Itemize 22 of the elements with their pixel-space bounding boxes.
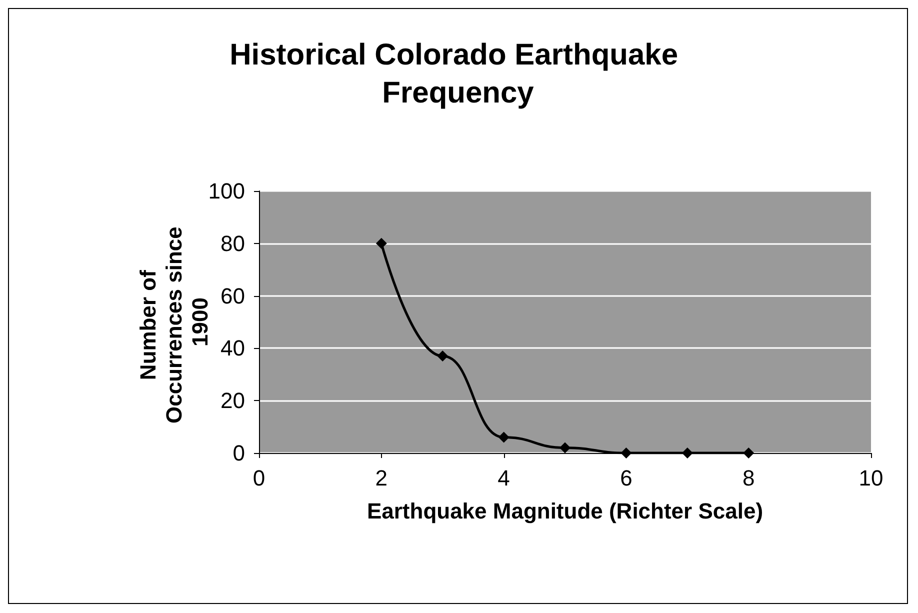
y-tick-label: 20 [220, 388, 245, 414]
x-tick-label: 6 [620, 466, 632, 490]
point [560, 442, 570, 454]
point [376, 238, 387, 249]
y-axis-title: Number of Occurrences since 1900 [136, 220, 212, 424]
x-tick-label: 2 [375, 466, 388, 490]
x-tick-label: 10 [858, 466, 884, 490]
y-tick-label: 40 [220, 336, 245, 361]
chart-title: Historical Colorado Earthquake Frequency [230, 38, 686, 110]
point [498, 432, 510, 443]
x-tick-label: 0 [252, 466, 266, 490]
y-tick-label: 60 [220, 283, 245, 308]
point [682, 448, 693, 458]
point [620, 448, 632, 458]
point [743, 448, 754, 458]
y-tick-label: 0 [232, 440, 245, 466]
x-tick-label: 4 [498, 466, 510, 490]
y-tick-label: 100 [208, 178, 245, 204]
y-tick-label: 80 [220, 230, 245, 256]
point [437, 350, 448, 362]
x-axis-title: Earthquake Magnitude (Richter Scale) [366, 498, 764, 524]
x-tick-label: 8 [742, 466, 755, 490]
